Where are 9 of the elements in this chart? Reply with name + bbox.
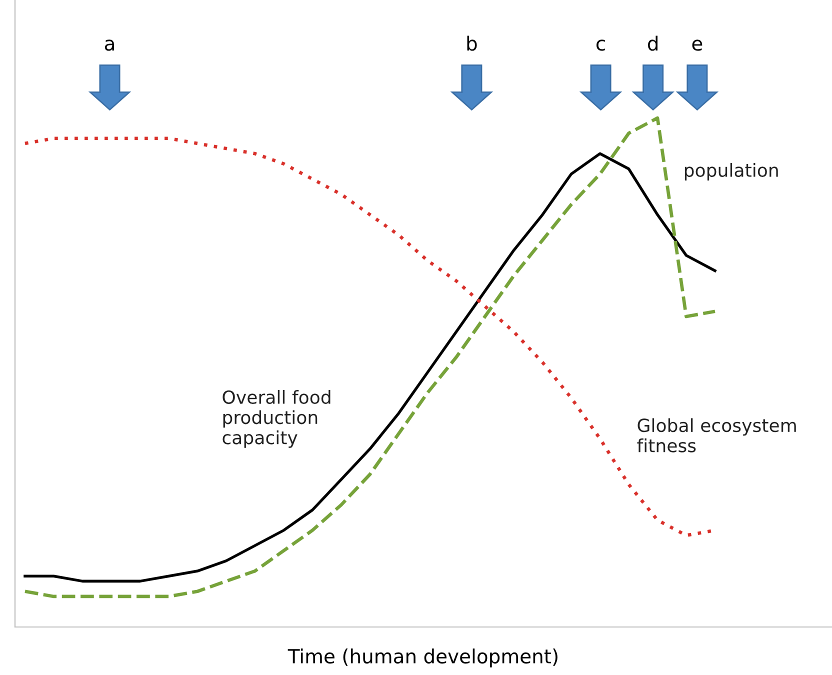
- text: d: [648, 36, 658, 51]
- text: e: [692, 40, 702, 51]
- series-label: Overall food production capacity: [222, 390, 330, 448]
- text: a: [104, 40, 114, 51]
- text: c: [596, 40, 605, 51]
- x-axis-title: Time (human development): [288, 648, 558, 668]
- text: b: [467, 36, 477, 51]
- series-label: population: [684, 163, 778, 180]
- series-label: Global ecosystem fitness: [637, 418, 796, 452]
